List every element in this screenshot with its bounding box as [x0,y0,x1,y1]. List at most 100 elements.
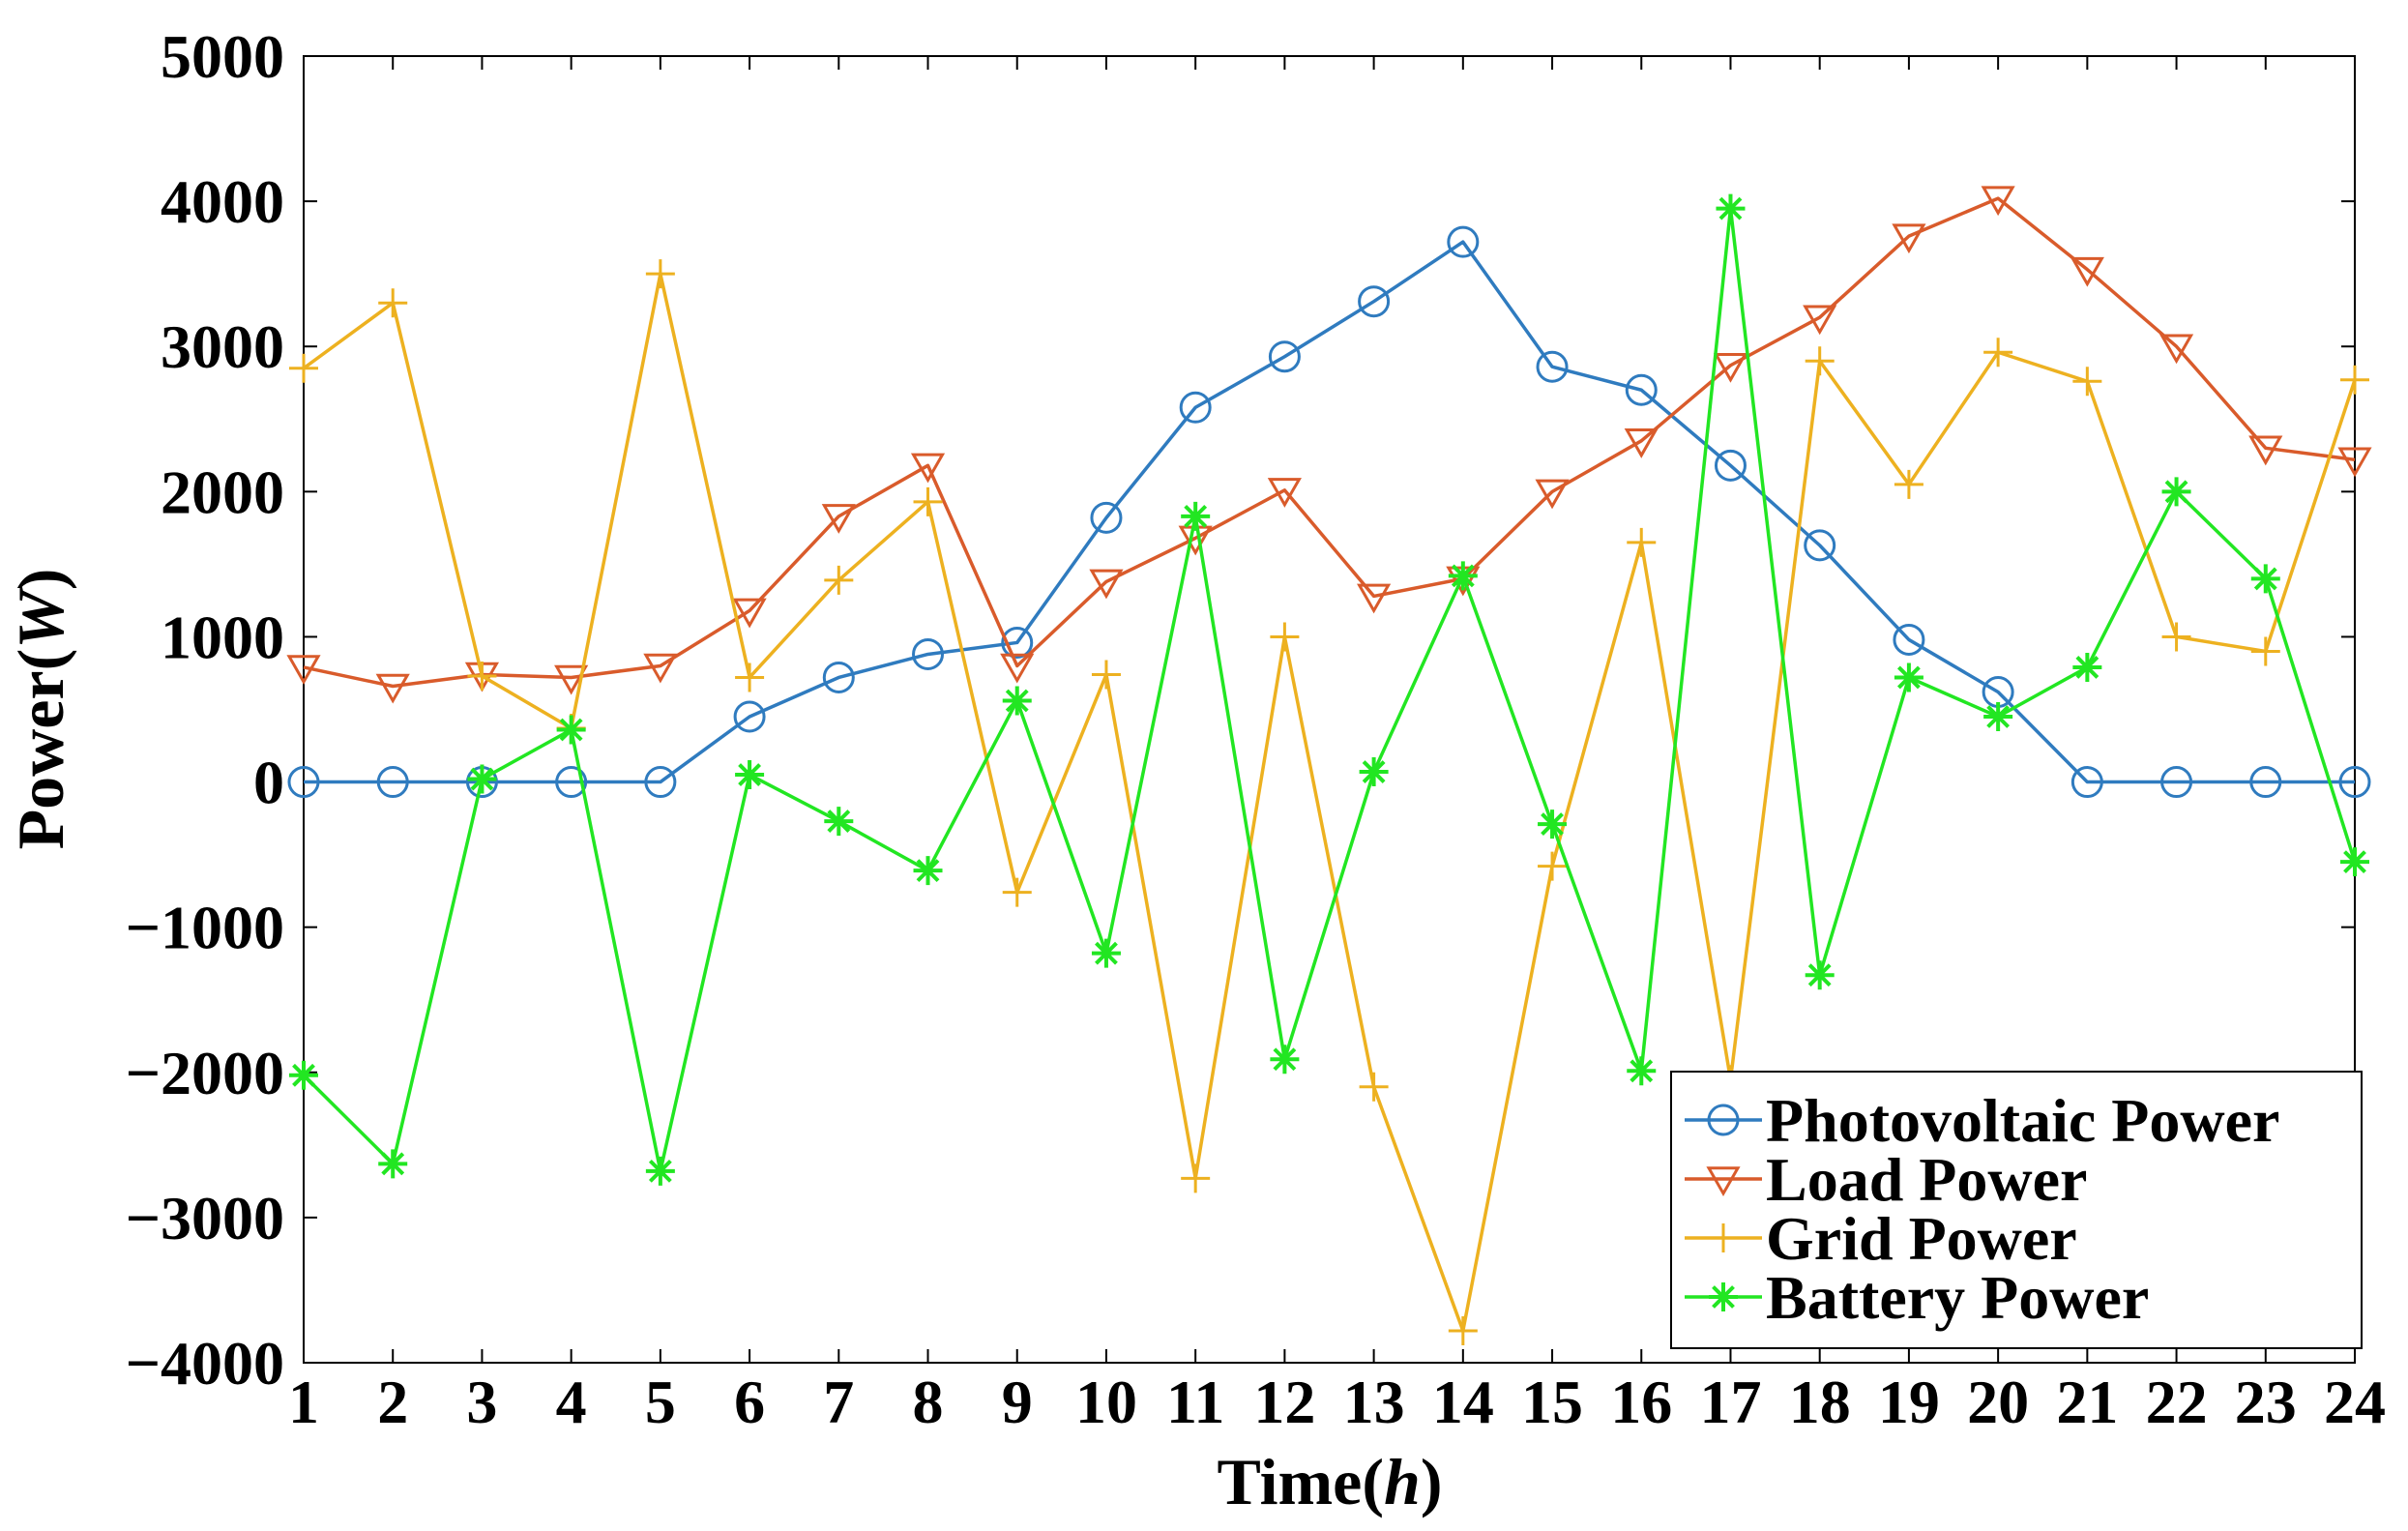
data-point-battery-power [735,760,765,790]
y-tick-labels: −4000 −3000 −2000 −1000 0 1000 2000 3000 4000 500… [126,22,284,1398]
data-point-grid-power [289,353,318,383]
x-tick-label: 3 [466,1368,497,1436]
data-point-load-power [2337,447,2372,478]
data-point-photovoltaic-power [1001,626,1034,659]
x-tick-label: 21 [2056,1368,2118,1436]
data-point-load-power [732,598,767,629]
data-point-photovoltaic-power [2160,766,2193,799]
data-point-photovoltaic-power [1358,285,1391,318]
legend-box [1670,1071,2363,1349]
series-line-grid-power [302,272,2357,1333]
legend-label: Photovoltaic Power [1766,1086,2279,1155]
y-tick-label: −2000 [126,1039,284,1107]
y-tick-label: −3000 [126,1184,284,1252]
legend-item-grid-power: Grid Power [1685,1204,2077,1273]
data-point-photovoltaic-power [1893,623,1925,656]
series-battery-power [289,193,2369,1186]
data-point-battery-power [1448,561,1478,591]
data-point-grid-power [735,662,765,692]
data-point-photovoltaic-power [912,637,945,670]
x-tick-label: 19 [1878,1368,1940,1436]
x-tick-label: 20 [1967,1368,2029,1436]
x-tick-label: 9 [1002,1368,1033,1436]
data-point-grid-power [2161,622,2191,652]
x-tick-label: 24 [2324,1368,2386,1436]
data-point-grid-power [1181,1163,1211,1193]
data-point-battery-power [1538,810,1568,839]
x-axis-title: Time(h) [1218,1445,1443,1518]
data-point-battery-power [1181,501,1211,531]
data-point-grid-power [1805,346,1835,376]
data-point-battery-power [2340,847,2369,877]
legend-label: Battery Power [1766,1263,2149,1332]
x-tick-label: 11 [1166,1368,1224,1436]
legend-marker [1709,1223,1738,1252]
data-point-grid-power [1091,660,1121,690]
data-point-load-power [375,673,410,704]
data-point-photovoltaic-power [644,766,677,799]
x-tick-label: 23 [2235,1368,2297,1436]
data-point-photovoltaic-power [1714,449,1747,482]
data-point-grid-power [1627,527,1657,557]
data-point-grid-power [1359,1072,1389,1102]
data-point-battery-power [378,1149,408,1179]
y-tick-label: −1000 [126,894,284,962]
data-point-battery-power [913,856,943,886]
data-point-load-power [643,653,678,684]
data-point-battery-power [645,1156,675,1186]
legend-marker [1706,1166,1741,1197]
data-point-photovoltaic-power [2070,766,2103,799]
data-point-photovoltaic-power [2338,766,2371,799]
data-point-grid-power [1538,851,1568,881]
data-point-grid-power [645,259,675,289]
data-point-grid-power [1002,877,1032,907]
y-tick-label: −4000 [126,1329,284,1398]
data-point-grid-power [2340,365,2369,395]
data-point-photovoltaic-power [1268,340,1301,373]
data-point-grid-power [1448,1315,1478,1345]
data-point-battery-power [556,715,586,745]
x-tick-label: 10 [1075,1368,1137,1436]
data-point-load-power [1624,428,1659,458]
legend-marker [1707,1104,1740,1136]
x-tick-label: 14 [1432,1368,1494,1436]
data-point-grid-power [467,661,497,691]
x-tick-label: 6 [734,1368,765,1436]
data-point-photovoltaic-power [2249,766,2282,799]
series-line-load-power [303,196,2356,689]
series-group [286,186,2372,1345]
x-tick-label: 1 [288,1368,319,1436]
data-point-battery-power [1359,757,1389,787]
data-point-battery-power [1091,938,1121,968]
data-point-battery-power [1983,702,2013,732]
y-tick-label: 4000 [161,167,284,236]
data-point-photovoltaic-power [376,766,409,799]
data-point-grid-power [824,565,854,595]
x-tick-label: 2 [377,1368,408,1436]
x-tick-label: 18 [1789,1368,1851,1436]
data-point-load-power [1892,223,1926,254]
data-point-grid-power [2072,367,2102,397]
data-point-photovoltaic-power [822,661,855,693]
series-line-battery-power [302,206,2357,1173]
data-point-load-power [1089,569,1124,600]
y-axis-title: Power(W) [4,569,77,850]
data-point-load-power [1803,305,1837,336]
data-point-battery-power [1270,1045,1300,1075]
data-point-load-power [2158,334,2194,365]
x-tick-label: 13 [1343,1368,1405,1436]
data-point-grid-power [1894,469,1923,499]
legend-label: Load Power [1766,1145,2087,1214]
data-point-battery-power [1716,193,1746,223]
data-point-battery-power [2161,477,2191,507]
data-point-photovoltaic-power [1625,373,1658,406]
data-point-photovoltaic-power [1179,391,1212,424]
data-point-battery-power [1805,960,1835,990]
y-tick-label: 5000 [161,22,284,91]
x-tick-label: 15 [1521,1368,1583,1436]
data-point-load-power [2070,256,2104,287]
y-tick-label: 3000 [161,312,284,381]
data-point-battery-power [1627,1056,1657,1086]
